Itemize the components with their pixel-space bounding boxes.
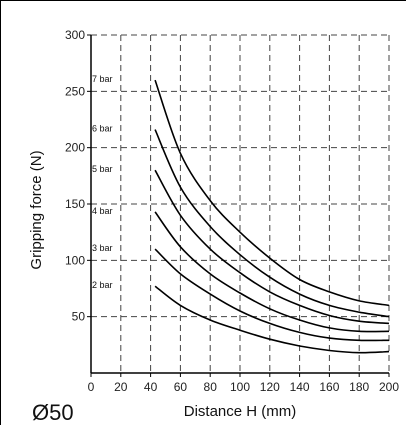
x-tick-label: 180 bbox=[349, 380, 369, 394]
y-tick-label: 250 bbox=[65, 84, 85, 98]
series-lines bbox=[154, 79, 390, 354]
x-tick-label: 120 bbox=[260, 380, 280, 394]
left-border-line bbox=[0, 0, 1, 425]
x-tick-label: 60 bbox=[174, 380, 188, 394]
tick-labels: 0 20 40 60 80 100 120 140 160 180 200 50 100 150 200 25… bbox=[65, 28, 399, 394]
series-label-2-bar: 2 bar bbox=[92, 280, 113, 290]
x-tick-label: 100 bbox=[230, 380, 250, 394]
y-axis-title: Gripping force (N) bbox=[28, 150, 45, 269]
series-line-7-bar bbox=[154, 79, 390, 307]
y-tick-label: 100 bbox=[65, 253, 85, 267]
series-label-4-bar: 4 bar bbox=[92, 206, 113, 216]
x-tick-label: 200 bbox=[379, 380, 399, 394]
model-label: Ø50 bbox=[32, 400, 74, 425]
y-tick-label: 50 bbox=[72, 310, 86, 324]
x-tick-label: 160 bbox=[319, 380, 339, 394]
x-tick-label: 140 bbox=[290, 380, 310, 394]
series-line-3-bar bbox=[154, 248, 390, 342]
x-tick-label: 80 bbox=[204, 380, 218, 394]
grid-lines bbox=[91, 34, 390, 373]
series-label-7-bar: 7 bar bbox=[92, 74, 113, 84]
top-border-line bbox=[0, 0, 406, 1]
series-line-2-bar bbox=[154, 285, 390, 354]
series-line-6-bar bbox=[154, 129, 390, 318]
y-tick-label: 200 bbox=[65, 141, 85, 155]
y-tick-label: 300 bbox=[65, 28, 85, 42]
series-labels: 7 bar 6 bar 5 bar 4 bar 3 bar 2 bar bbox=[92, 74, 113, 290]
series-label-6-bar: 6 bar bbox=[92, 124, 113, 134]
y-tick-label: 150 bbox=[65, 197, 85, 211]
x-tick-label: 20 bbox=[114, 380, 128, 394]
x-tick-label: 0 bbox=[88, 380, 95, 394]
series-line-5-bar bbox=[154, 169, 390, 325]
series-label-5-bar: 5 bar bbox=[92, 164, 113, 174]
series-label-3-bar: 3 bar bbox=[92, 243, 113, 253]
x-tick-label: 40 bbox=[144, 380, 158, 394]
x-axis-title: Distance H (mm) bbox=[184, 403, 297, 420]
series-line-4-bar bbox=[154, 211, 390, 333]
axes bbox=[87, 34, 390, 377]
